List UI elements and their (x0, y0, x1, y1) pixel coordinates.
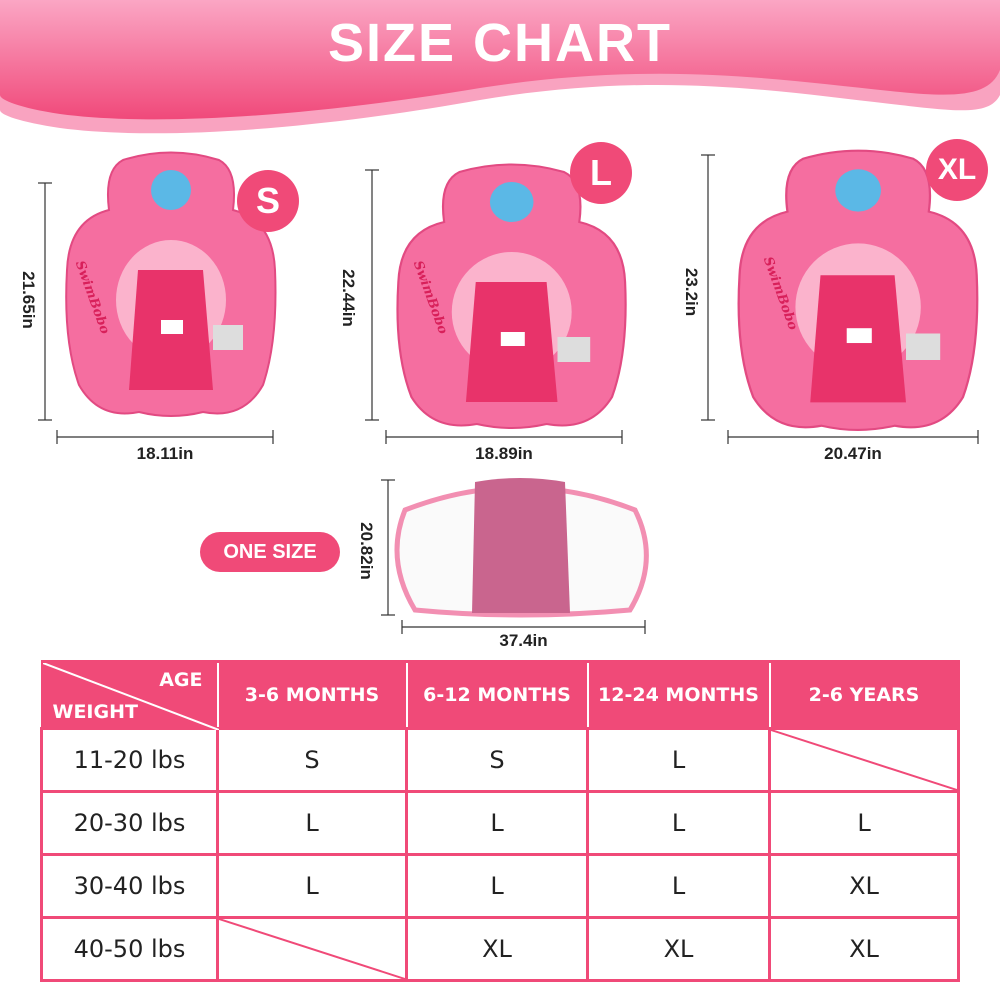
weight-cell: 20-30 lbs (40, 790, 219, 856)
size-badge-l: L (570, 142, 632, 204)
size-cell: S (216, 727, 408, 793)
width-label-s: 18.11in (136, 444, 194, 463)
height-label-l: 22.44in (339, 269, 358, 327)
size-cell: L (586, 790, 771, 856)
size-cell: L (405, 790, 589, 856)
weight-cell: 40-50 lbs (40, 916, 219, 982)
float-images (38, 149, 979, 444)
age-label: AGE (159, 669, 203, 691)
table-row: 11-20 lbs S S L (40, 727, 960, 793)
column-header: 6-12 MONTHS (405, 660, 589, 730)
size-cell: XL (768, 853, 960, 919)
weight-label: WEIGHT (52, 701, 138, 723)
corner-cell: AGE WEIGHT (40, 660, 219, 730)
weight-cell: 30-40 lbs (40, 853, 219, 919)
size-cell: L (586, 853, 771, 919)
width-label-xl: 20.47in (824, 444, 882, 463)
table-header-row: AGE WEIGHT 3-6 MONTHS 6-12 MONTHS 12-24 … (40, 660, 960, 730)
size-cell: L (216, 790, 408, 856)
size-table: AGE WEIGHT 3-6 MONTHS 6-12 MONTHS 12-24 … (40, 660, 960, 982)
height-label-xl: 23.2in (682, 267, 701, 317)
column-header: 3-6 MONTHS (216, 660, 408, 730)
size-cell: XL (768, 916, 960, 982)
column-header: 2-6 YEARS (768, 660, 960, 730)
size-cell: L (405, 853, 589, 919)
one-size-badge: ONE SIZE (200, 532, 340, 572)
size-badge-xl: XL (926, 139, 988, 201)
empty-cell (768, 727, 960, 793)
table-row: 30-40 lbs L L L XL (40, 853, 960, 919)
size-cell: L (768, 790, 960, 856)
height-label-s: 21.65in (19, 271, 38, 329)
dimension-lines (38, 154, 979, 444)
size-cell: L (216, 853, 408, 919)
page-title: SIZE CHART (328, 13, 672, 73)
width-label-l: 18.89in (475, 444, 533, 463)
size-cell: XL (586, 916, 771, 982)
canopy-image (381, 478, 649, 634)
weight-cell: 11-20 lbs (40, 727, 219, 793)
canopy-height-label: 20.82in (357, 522, 376, 580)
canopy-width-label: 37.4in (499, 631, 548, 650)
size-badge-s: S (237, 170, 299, 232)
header-banner (0, 0, 1000, 134)
size-cell: L (586, 727, 771, 793)
table-row: 20-30 lbs L L L L (40, 790, 960, 856)
column-header: 12-24 MONTHS (586, 660, 771, 730)
size-cell: XL (405, 916, 589, 982)
empty-cell (216, 916, 408, 982)
table-row: 40-50 lbs XL XL XL (40, 916, 960, 982)
size-cell: S (405, 727, 589, 793)
